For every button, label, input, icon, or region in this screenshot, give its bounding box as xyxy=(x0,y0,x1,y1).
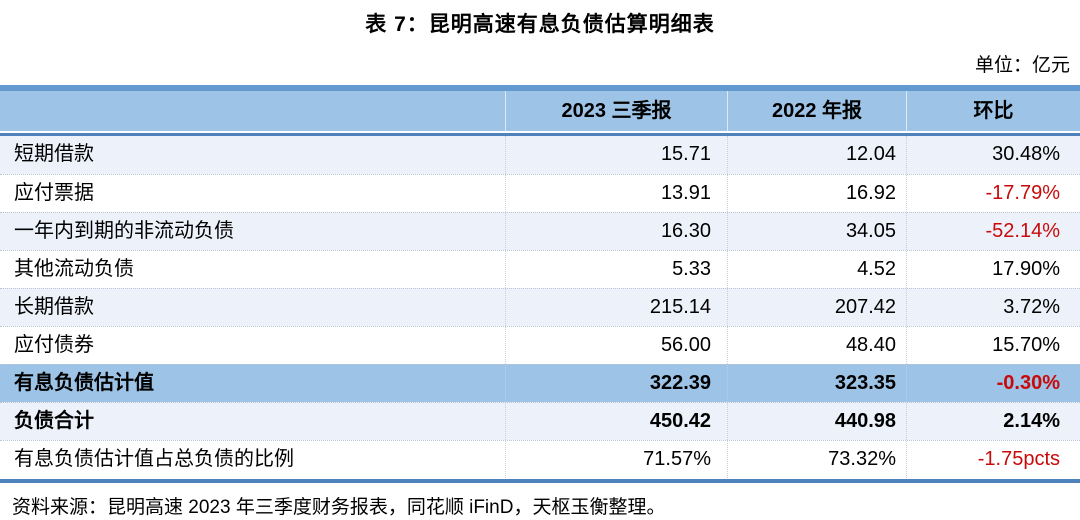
cell-2023-q3: 322.39 xyxy=(505,365,727,402)
cell-qoq-negative: -1.75pcts xyxy=(906,441,1080,478)
cell-qoq: 15.70% xyxy=(906,327,1080,364)
debt-estimate-table: 2023 三季报 2022 年报 环比 短期借款 15.71 12.04 30.… xyxy=(0,85,1080,483)
table-header-row: 2023 三季报 2022 年报 环比 xyxy=(0,91,1080,131)
cell-qoq: 30.48% xyxy=(906,136,1080,174)
cell-2023-q3: 13.91 xyxy=(505,175,727,212)
table-row: 长期借款 215.14 207.42 3.72% xyxy=(0,288,1080,326)
row-label: 应付票据 xyxy=(14,182,94,204)
cell-qoq: 17.90% xyxy=(906,251,1080,288)
row-label: 负债合计 xyxy=(14,410,94,432)
header-bottom-rule xyxy=(0,131,1080,136)
table-row: 应付票据 13.91 16.92 -17.79% xyxy=(0,174,1080,212)
cell-2022-annual: 323.35 xyxy=(727,365,906,402)
table-row-interest-bearing-debt-total: 有息负债估计值 322.39 323.35 -0.30% xyxy=(0,364,1080,402)
row-label: 一年内到期的非流动负债 xyxy=(14,220,234,242)
cell-2022-annual: 4.52 xyxy=(727,251,906,288)
cell-2022-annual: 207.42 xyxy=(727,289,906,326)
cell-2023-q3: 56.00 xyxy=(505,327,727,364)
row-label: 应付债券 xyxy=(14,334,94,356)
row-label: 其他流动负债 xyxy=(14,258,134,280)
table-bottom-rule xyxy=(0,478,1080,483)
cell-2023-q3: 215.14 xyxy=(505,289,727,326)
cell-2022-annual: 12.04 xyxy=(727,136,906,174)
table-row: 一年内到期的非流动负债 16.30 34.05 -52.14% xyxy=(0,212,1080,250)
cell-2023-q3: 5.33 xyxy=(505,251,727,288)
table-row: 短期借款 15.71 12.04 30.48% xyxy=(0,136,1080,174)
row-label: 有息负债估计值占总负债的比例 xyxy=(14,448,294,470)
cell-qoq: 2.14% xyxy=(906,403,1080,440)
cell-2022-annual: 34.05 xyxy=(727,213,906,250)
column-header-2023-q3: 2023 三季报 xyxy=(505,91,727,131)
table-row: 其他流动负债 5.33 4.52 17.90% xyxy=(0,250,1080,288)
column-header-2022-annual: 2022 年报 xyxy=(727,91,906,131)
cell-qoq-negative: -17.79% xyxy=(906,175,1080,212)
cell-2022-annual: 440.98 xyxy=(727,403,906,440)
cell-qoq-negative: -0.30% xyxy=(906,365,1080,402)
cell-2023-q3: 16.30 xyxy=(505,213,727,250)
row-label: 短期借款 xyxy=(14,143,94,165)
page-title: 表 7：昆明高速有息负债估算明细表 xyxy=(365,13,715,36)
cell-2023-q3: 71.57% xyxy=(505,441,727,478)
table-row-total-liabilities: 负债合计 450.42 440.98 2.14% xyxy=(0,402,1080,440)
column-header-qoq: 环比 xyxy=(906,91,1080,131)
row-label: 长期借款 xyxy=(14,296,94,318)
cell-qoq: 3.72% xyxy=(906,289,1080,326)
cell-2022-annual: 73.32% xyxy=(727,441,906,478)
table-row: 应付债券 56.00 48.40 15.70% xyxy=(0,326,1080,364)
table-top-accent-band xyxy=(0,85,1080,91)
cell-2023-q3: 15.71 xyxy=(505,136,727,174)
row-label: 有息负债估计值 xyxy=(14,372,154,394)
unit-label: 单位：亿元 xyxy=(974,55,1070,76)
cell-2023-q3: 450.42 xyxy=(505,403,727,440)
cell-2022-annual: 48.40 xyxy=(727,327,906,364)
cell-qoq-negative: -52.14% xyxy=(906,213,1080,250)
column-header-blank xyxy=(0,91,505,131)
source-note: 资料来源：昆明高速 2023 年三季度财务报表，同花顺 iFinD，天枢玉衡整理… xyxy=(12,497,666,518)
cell-2022-annual: 16.92 xyxy=(727,175,906,212)
table-row-ratio: 有息负债估计值占总负债的比例 71.57% 73.32% -1.75pcts xyxy=(0,440,1080,478)
